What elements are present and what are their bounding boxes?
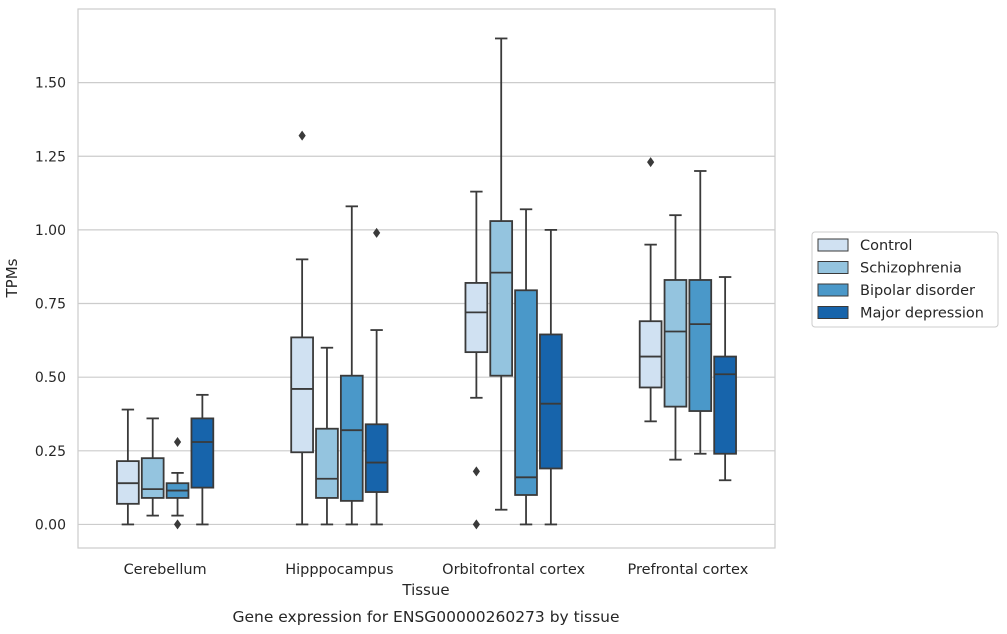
box-prefrontal-cortex-schizophrenia [663, 214, 688, 461]
box-orbitofrontal-cortex-schizophrenia [489, 37, 514, 511]
outlier-point [472, 519, 480, 530]
outlier-point [298, 130, 306, 141]
legend: Control Schizophrenia Bipolar disorder Majo… [811, 231, 999, 328]
y-axis-label: TPMs [3, 258, 21, 298]
legend-label-major-depression: Major depression [860, 306, 984, 322]
iqr-box [339, 374, 364, 502]
y-tick-label: 1.00 [35, 223, 66, 239]
box-orbitofrontal-cortex-major-depression [539, 229, 563, 526]
iqr-box [514, 289, 538, 496]
iqr-box [663, 279, 688, 408]
y-axis-ticks: 0.00 0.25 0.50 0.75 1.00 1.25 1.50 [35, 76, 66, 534]
y-tick-label: 0.25 [35, 444, 66, 460]
outlier-point [647, 157, 655, 168]
outlier-point [373, 227, 381, 238]
box-orbitofrontal-cortex-control [464, 190, 489, 530]
box-prefrontal-cortex-bipolar-disorder [688, 170, 713, 455]
iqr-box [315, 427, 339, 499]
plot-frame [77, 8, 776, 549]
outlier-point [173, 436, 182, 447]
x-axis-ticks: Cerebellum Hipppocampus Orbitofrontal cort… [124, 562, 749, 578]
iqr-box [638, 320, 663, 389]
iqr-box [364, 423, 389, 493]
chart-caption: Gene expression for ENSG00000260273 by t… [232, 608, 619, 626]
legend-label-control: Control [860, 238, 912, 254]
x-axis-label: Tissue [401, 581, 449, 599]
legend-frame [811, 231, 999, 328]
box-hipppocampus-schizophrenia [315, 346, 339, 526]
box-cerebellum-bipolar-disorder [165, 436, 190, 530]
y-tick-label: 1.25 [35, 149, 66, 165]
box-orbitofrontal-cortex-bipolar-disorder [514, 208, 538, 526]
box-cerebellum-control [116, 408, 140, 526]
iqr-box [688, 279, 713, 412]
legend-label-bipolar-disorder: Bipolar disorder [860, 283, 975, 299]
outlier-point [472, 466, 480, 477]
legend-swatch-schizophrenia [817, 261, 849, 274]
box-prefrontal-cortex-control [638, 157, 663, 423]
x-tick-label: Cerebellum [124, 562, 207, 578]
iqr-box [290, 336, 314, 454]
y-tick-label: 0.00 [35, 517, 66, 533]
y-tick-label: 1.50 [35, 76, 66, 92]
iqr-box [713, 355, 737, 455]
legend-swatch-major-depression [817, 306, 849, 319]
iqr-box [489, 220, 514, 377]
legend-swatch-bipolar-disorder [817, 283, 849, 297]
iqr-box [190, 417, 215, 489]
y-tick-label: 0.50 [35, 370, 66, 386]
box-cerebellum-major-depression [190, 393, 215, 526]
iqr-box [539, 333, 563, 470]
x-tick-label: Hipppocampus [285, 562, 393, 578]
y-tick-label: 0.75 [35, 297, 66, 313]
x-tick-label: Prefrontal cortex [627, 562, 748, 578]
legend-label-schizophrenia: Schizophrenia [860, 261, 962, 277]
iqr-box [464, 282, 489, 354]
legend-swatch-control [817, 238, 849, 252]
box-hipppocampus-bipolar-disorder [339, 205, 364, 526]
x-tick-label: Orbitofrontal cortex [442, 562, 585, 578]
iqr-box [140, 457, 165, 499]
outlier-point [173, 519, 182, 530]
box-hipppocampus-major-depression [364, 227, 389, 526]
box-prefrontal-cortex-major-depression [713, 276, 737, 482]
box-cerebellum-schizophrenia [140, 417, 165, 517]
box-groups [116, 37, 737, 530]
box-hipppocampus-control [290, 130, 314, 526]
